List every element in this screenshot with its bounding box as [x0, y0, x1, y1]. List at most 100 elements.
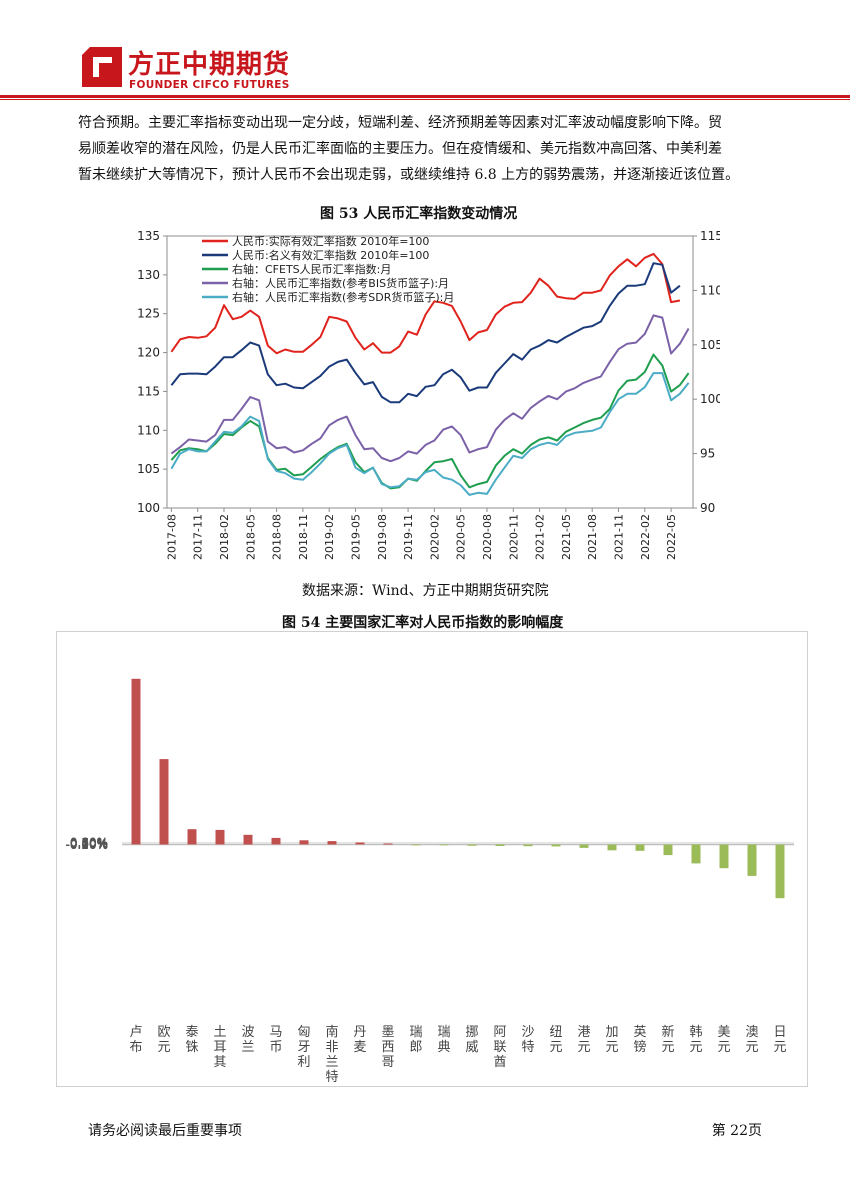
bar — [775, 844, 785, 899]
y-tick-label: 0.50% — [70, 836, 108, 850]
y-right-tick-label: 105 — [700, 338, 720, 352]
y-left-tick-label: 125 — [137, 307, 160, 321]
x-tick-label: 2021-11 — [612, 514, 625, 560]
legend-label: 右轴：人民币汇率指数(参考SDR货币篮子):月 — [232, 290, 454, 304]
x-category-label: 挪威 — [465, 1025, 478, 1055]
x-category-label: 日元 — [773, 1025, 786, 1055]
x-tick-label: 2021-08 — [586, 514, 599, 560]
footer-notice: 请务必阅读最后重要事项 — [88, 1123, 242, 1139]
bar — [299, 840, 309, 845]
y-tick-label: -0.20% — [66, 838, 108, 852]
y-tick-label: 0.10% — [70, 837, 108, 851]
bar — [131, 678, 141, 845]
y-tick-label: 0.30% — [70, 837, 108, 851]
x-tick-label: 2020-11 — [507, 514, 520, 560]
page-number: 第 22页 — [711, 1123, 762, 1139]
x-tick-label: 2017-11 — [192, 514, 205, 560]
bar — [635, 844, 645, 851]
bar — [719, 844, 729, 869]
y-left-tick-label: 110 — [137, 423, 160, 437]
x-tick-label: 2018-02 — [218, 514, 231, 560]
bar — [411, 844, 421, 846]
bar — [243, 834, 253, 845]
x-tick-label: 2019-08 — [376, 514, 389, 560]
x-category-label: 南非兰特 — [325, 1024, 338, 1085]
x-category-label: 纽元 — [549, 1025, 562, 1055]
figure-53-source: 数据来源：Wind、方正中期期货研究院 — [302, 583, 549, 599]
y-tick-label: -0.30% — [66, 838, 108, 852]
y-left-tick-label: 105 — [137, 462, 160, 476]
plot-frame — [166, 235, 694, 509]
paragraph-line: 易顺差收窄的潜在风险，仍是人民币汇率面临的主要压力。但在疫情缓和、美元指数冲高回… — [78, 141, 722, 157]
page-header: 方正中期期货 FOUNDER CIFCO FUTURES — [0, 0, 850, 100]
y-left-tick-label: 120 — [137, 346, 160, 360]
bar — [467, 844, 477, 846]
x-category-label: 土耳其 — [213, 1025, 226, 1070]
x-category-label: 美元 — [717, 1025, 730, 1055]
x-category-label: 阿联酋 — [493, 1025, 506, 1070]
x-category-label: 澳元 — [745, 1024, 758, 1055]
x-tick-label: 2019-02 — [323, 514, 336, 560]
x-tick-label: 2020-08 — [481, 514, 494, 560]
y-left-tick-label: 130 — [137, 268, 160, 282]
x-category-label: 马币 — [269, 1025, 282, 1055]
x-tick-label: 2020-05 — [455, 514, 468, 560]
header-divider-thin — [0, 99, 850, 100]
legend-label: 人民币:实际有效汇率指数 2010年=100 — [232, 234, 429, 248]
x-tick-label: 2020-02 — [428, 514, 441, 560]
bar — [439, 844, 449, 846]
y-right-tick-label: 100 — [700, 392, 720, 406]
y-tick-label: 0.70% — [70, 836, 108, 850]
x-tick-label: 2022-05 — [665, 514, 678, 560]
series-line — [170, 314, 690, 463]
x-category-label: 港元 — [577, 1025, 590, 1055]
bar — [495, 844, 505, 846]
y-tick-label: -0.10% — [66, 838, 108, 852]
y-right-tick-label: 115 — [700, 229, 720, 243]
x-category-label: 沙特 — [521, 1025, 534, 1055]
bar — [271, 837, 281, 845]
bar — [523, 844, 533, 847]
x-category-label: 丹麦 — [353, 1025, 366, 1055]
bar — [579, 844, 589, 848]
x-category-label: 韩元 — [689, 1025, 702, 1055]
chart-border — [56, 631, 808, 1087]
legend-label: 右轴：人民币汇率指数(参考BIS货币篮子):月 — [232, 276, 449, 290]
x-category-label: 泰铢 — [185, 1025, 198, 1055]
bar-chart-currency-impact: -0.30%-0.20%-0.10%0.00%0.10%0.20%0.30%0.… — [56, 631, 808, 1087]
bar — [327, 841, 337, 845]
bar — [355, 842, 365, 845]
brand-name-cn: 方正中期期货 — [128, 50, 291, 80]
x-category-label: 波兰 — [241, 1025, 254, 1055]
bar — [747, 844, 757, 876]
bar — [551, 844, 561, 847]
y-left-tick-label: 115 — [137, 384, 160, 398]
x-category-label: 墨西哥 — [381, 1025, 394, 1070]
bar — [187, 829, 197, 845]
y-right-tick-label: 90 — [700, 501, 715, 515]
x-category-label: 新元 — [661, 1024, 674, 1055]
x-category-label: 瑞郎 — [409, 1025, 422, 1055]
bar — [607, 844, 617, 851]
line-chart-rmb-index: 100 105 110 115 120 125 130 135 90 95 100 105 110 115… — [137, 229, 720, 560]
x-tick-label: 2019-05 — [349, 514, 362, 560]
x-tick-label: 2022-02 — [639, 514, 652, 560]
series-line — [170, 372, 690, 496]
y-tick-label: 0.80% — [70, 836, 108, 850]
x-category-label: 瑞典 — [437, 1025, 450, 1055]
y-tick-label: 0.60% — [70, 836, 108, 850]
y-right-tick-label: 95 — [700, 447, 715, 461]
x-tick-label: 2017-08 — [165, 514, 178, 560]
y-left-tick-label: 135 — [137, 229, 160, 243]
y-right-tick-label: 110 — [700, 283, 720, 297]
header-divider — [0, 95, 850, 98]
series-line — [170, 262, 681, 404]
x-category-label: 匈牙利 — [297, 1025, 310, 1070]
legend-label: 右轴：CFETS人民币汇率指数:月 — [232, 262, 391, 276]
series-line — [170, 252, 681, 355]
y-left-tick-label: 100 — [137, 501, 160, 515]
paragraph-line: 暂未继续扩大等情况下，预计人民币不会出现走弱，或继续维持 6.8 上方的弱势震荡… — [78, 167, 740, 183]
x-tick-label: 2018-05 — [244, 514, 257, 560]
legend-label: 人民币:名义有效汇率指数 2010年=100 — [232, 248, 429, 262]
x-category-label: 欧元 — [157, 1025, 170, 1055]
